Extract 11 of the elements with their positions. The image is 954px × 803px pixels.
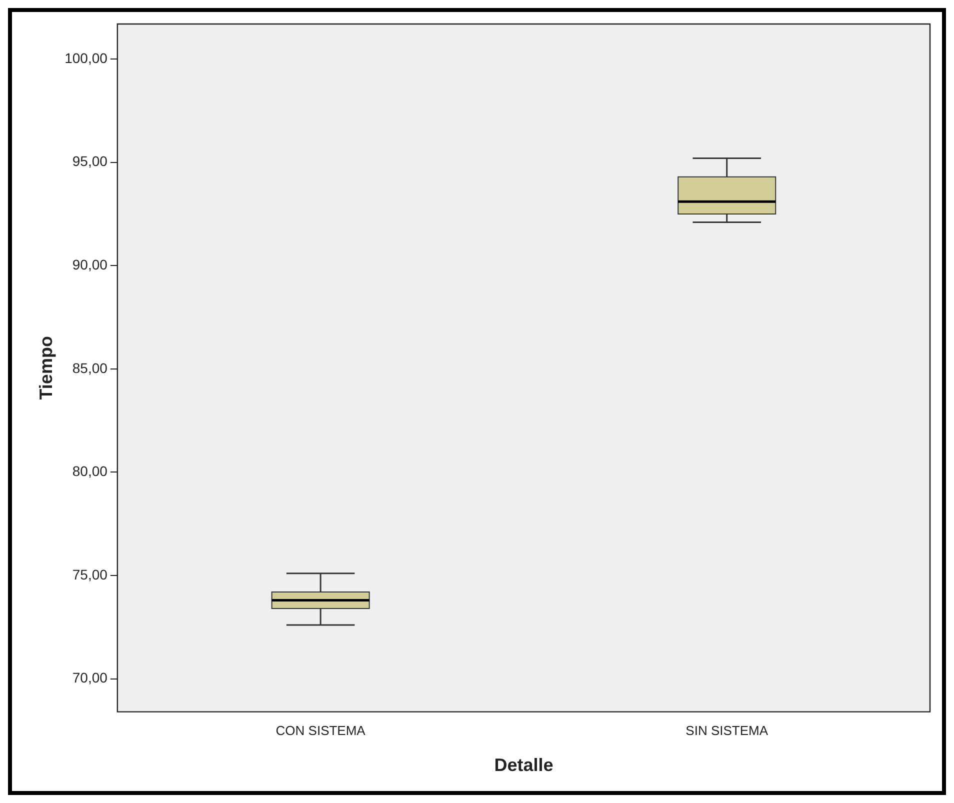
x-axis-title: Detalle (494, 755, 554, 776)
y-tick-label: 95,00 (72, 153, 108, 170)
y-tick-label: 100,00 (64, 50, 108, 66)
y-tick-label: 75,00 (72, 566, 108, 582)
x-tick-label: SIN SISTEMA (686, 723, 768, 738)
y-axis-title: Tiempo (36, 336, 56, 400)
y-tick-label: 85,00 (72, 360, 108, 376)
y-tick-label: 90,00 (72, 256, 108, 273)
y-tick-label: 70,00 (72, 670, 108, 686)
x-tick-label: CON SISTEMA (276, 723, 366, 738)
y-tick-label: 80,00 (72, 463, 108, 480)
